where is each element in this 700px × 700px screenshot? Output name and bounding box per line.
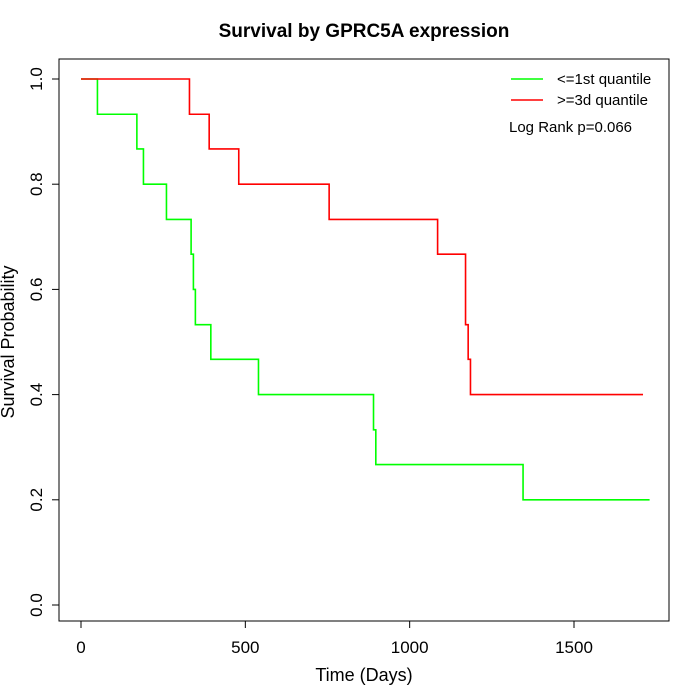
legend-label-1: >=3d quantile — [557, 92, 648, 109]
plot-frame — [58, 58, 670, 622]
y-tick-label: 0.2 — [27, 488, 46, 512]
series-line-1 — [81, 78, 644, 396]
x-tick-label: 0 — [76, 638, 85, 657]
chart-title: Survival by GPRC5A expression — [219, 21, 510, 42]
y-tick-label: 0.8 — [27, 172, 46, 196]
y-tick-label: 0.4 — [27, 383, 46, 407]
y-axis: 0.0 0.2 0.4 0.6 0.8 1.0 — [27, 67, 60, 617]
x-axis: 0 500 1000 1500 — [76, 620, 593, 657]
log-rank-annotation: Log Rank p=0.066 — [509, 119, 632, 136]
y-tick-label: 0.6 — [27, 278, 46, 302]
y-tick-label: 0.0 — [27, 593, 46, 617]
y-tick-label: 1.0 — [27, 67, 46, 91]
x-tick-label: 1500 — [555, 638, 593, 657]
x-tick-label: 500 — [231, 638, 259, 657]
series-line-0 — [81, 78, 650, 501]
y-axis-label: Survival Probability — [0, 265, 18, 418]
legend: <=1st quantile >=3d quantile — [511, 71, 651, 109]
legend-label-0: <=1st quantile — [557, 71, 651, 88]
series-layer — [81, 78, 650, 501]
x-axis-label: Time (Days) — [315, 665, 412, 685]
x-tick-label: 1000 — [391, 638, 429, 657]
